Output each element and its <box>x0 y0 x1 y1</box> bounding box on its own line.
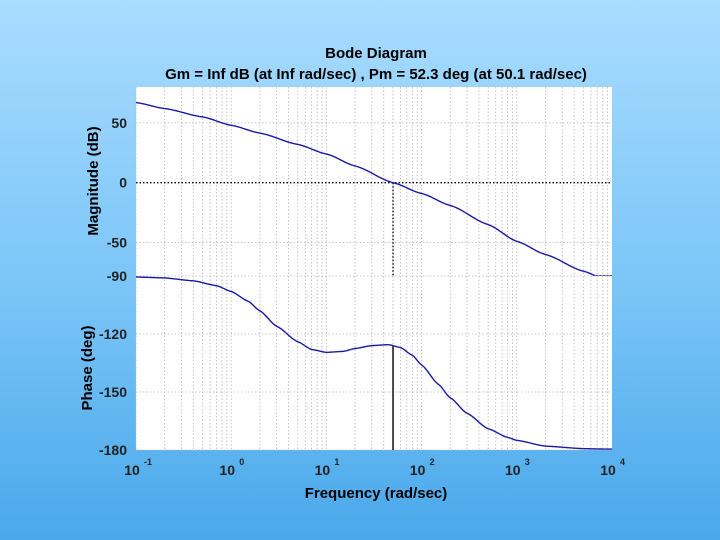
frequency-x-tick-label: 10 0 <box>219 457 244 478</box>
x-tick-base: 10 <box>410 462 426 478</box>
frequency-x-tick-label: 10 -1 <box>124 457 152 478</box>
phase-plot: -90 -120 -150 -180 Phase (deg) <box>79 268 612 458</box>
x-tick-base: 10 <box>124 462 140 478</box>
magnitude-y-ticks: 50 0 -50 <box>107 115 127 251</box>
magnitude-plot-area <box>136 87 612 276</box>
phase-plot-area <box>136 276 612 450</box>
chart-subtitle: Gm = Inf dB (at Inf rad/sec) , Pm = 52.3… <box>165 66 587 83</box>
phase-y-tick-label: -180 <box>99 442 127 458</box>
phase-y-tick-label: -90 <box>107 268 127 284</box>
magnitude-plot: 50 0 -50 Magnitude (dB) <box>85 87 612 277</box>
phase-y-tick-label: -120 <box>99 326 127 342</box>
phase-y-ticks: -90 -120 -150 -180 <box>99 268 127 458</box>
x-tick-base: 10 <box>219 462 235 478</box>
frequency-x-tick-label: 10 3 <box>505 457 530 478</box>
x-tick-base: 10 <box>600 462 616 478</box>
x-tick-base: 10 <box>315 462 331 478</box>
magnitude-ylabel: Magnitude (dB) <box>85 126 102 235</box>
frequency-x-tick-label: 10 4 <box>600 457 625 478</box>
phase-ylabel: Phase (deg) <box>79 325 96 410</box>
frequency-x-tick-label: 10 2 <box>410 457 435 478</box>
magnitude-y-tick-label: 0 <box>119 175 127 191</box>
x-tick-exponent: 4 <box>620 457 625 467</box>
x-tick-exponent: 3 <box>525 457 530 467</box>
x-tick-exponent: 2 <box>430 457 435 467</box>
x-tick-exponent: -1 <box>144 457 152 467</box>
magnitude-y-tick-label: 50 <box>111 115 127 131</box>
x-tick-exponent: 1 <box>334 457 339 467</box>
frequency-x-ticks: 10 -1 10 0 10 1 10 2 10 3 10 4 <box>124 457 625 478</box>
frequency-xlabel: Frequency (rad/sec) <box>305 485 448 502</box>
magnitude-y-tick-label: -50 <box>107 235 127 251</box>
chart-title: Bode Diagram <box>325 45 427 62</box>
frequency-x-tick-label: 10 1 <box>315 457 340 478</box>
phase-grid <box>135 275 612 451</box>
phase-y-tick-label: -150 <box>99 384 127 400</box>
x-tick-base: 10 <box>505 462 521 478</box>
x-tick-exponent: 0 <box>239 457 244 467</box>
magnitude-curve <box>135 101 612 277</box>
phase-curve <box>135 276 612 450</box>
